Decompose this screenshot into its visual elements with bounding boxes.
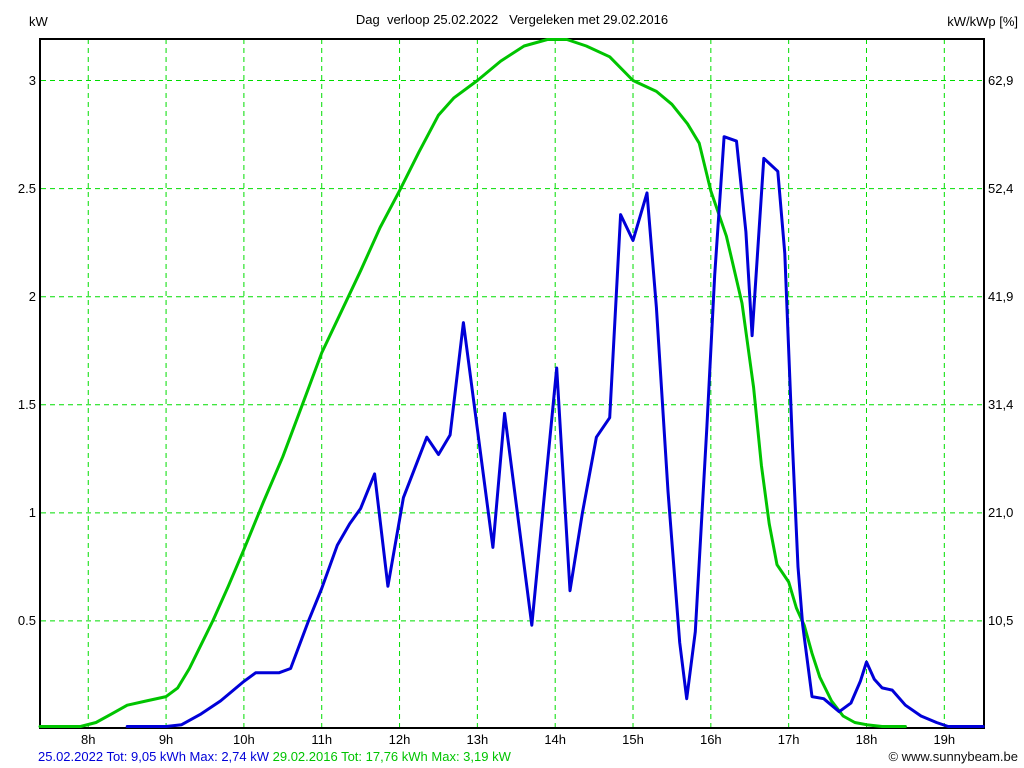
- y-axis-left-tick-label: 2: [28, 288, 36, 304]
- y-axis-right-tick-label: 31,4: [988, 396, 1014, 412]
- chart-title: Dag verloop 25.02.2022 Vergeleken met 29…: [355, 12, 669, 27]
- y-axis-left-tick-label: 1: [28, 504, 36, 520]
- legend-2016: 29.02.2016 Tot: 17,76 kWh Max: 3,19 kW: [272, 749, 511, 764]
- x-axis-tick-label: 13h: [466, 732, 489, 747]
- x-axis-tick-label: 8h: [81, 732, 96, 747]
- plot-border: [39, 38, 985, 729]
- footer-legend: 25.02.2022 Tot: 9,05 kWh Max: 2,74 kW 29…: [38, 749, 511, 764]
- x-axis-tick-label: 10h: [233, 732, 255, 747]
- x-axis-tick-label: 12h: [388, 732, 411, 747]
- x-axis-tick-label: 17h: [777, 732, 800, 747]
- y-axis-left-tick-label: 1.5: [17, 396, 36, 412]
- y-axis-right-tick-label: 41,9: [988, 288, 1014, 304]
- x-axis-tick-label: 16h: [699, 732, 722, 747]
- legend-2022: 25.02.2022 Tot: 9,05 kWh Max: 2,74 kW: [38, 749, 269, 764]
- y-axis-right-tick-label: 21,0: [988, 504, 1014, 520]
- y-axis-right-tick-label: 52,4: [988, 180, 1014, 196]
- y-axis-right-tick-label: 62,9: [988, 72, 1014, 88]
- y-axis-right-tick-label: 10,5: [988, 612, 1014, 628]
- series-line-25.02.2022: [125, 135, 985, 728]
- series-line-29.02.2016: [38, 38, 907, 728]
- left-axis-unit-label: kW: [29, 14, 48, 29]
- x-axis-tick-label: 14h: [544, 732, 567, 747]
- y-axis-left-tick-label: 2.5: [17, 180, 36, 196]
- copyright-label: © www.sunnybeam.be: [888, 749, 1018, 764]
- x-axis-tick-label: 18h: [855, 732, 878, 747]
- y-axis-left-tick-label: 3: [28, 72, 36, 88]
- x-axis-tick-label: 15h: [622, 732, 644, 747]
- x-axis-tick-label: 9h: [158, 732, 174, 747]
- x-axis-tick-label: 11h: [311, 732, 333, 747]
- right-axis-unit-label: kW/kWp [%]: [947, 14, 1018, 29]
- x-axis-tick-label: 19h: [933, 732, 956, 747]
- y-axis-left-tick-label: 0.5: [17, 612, 36, 628]
